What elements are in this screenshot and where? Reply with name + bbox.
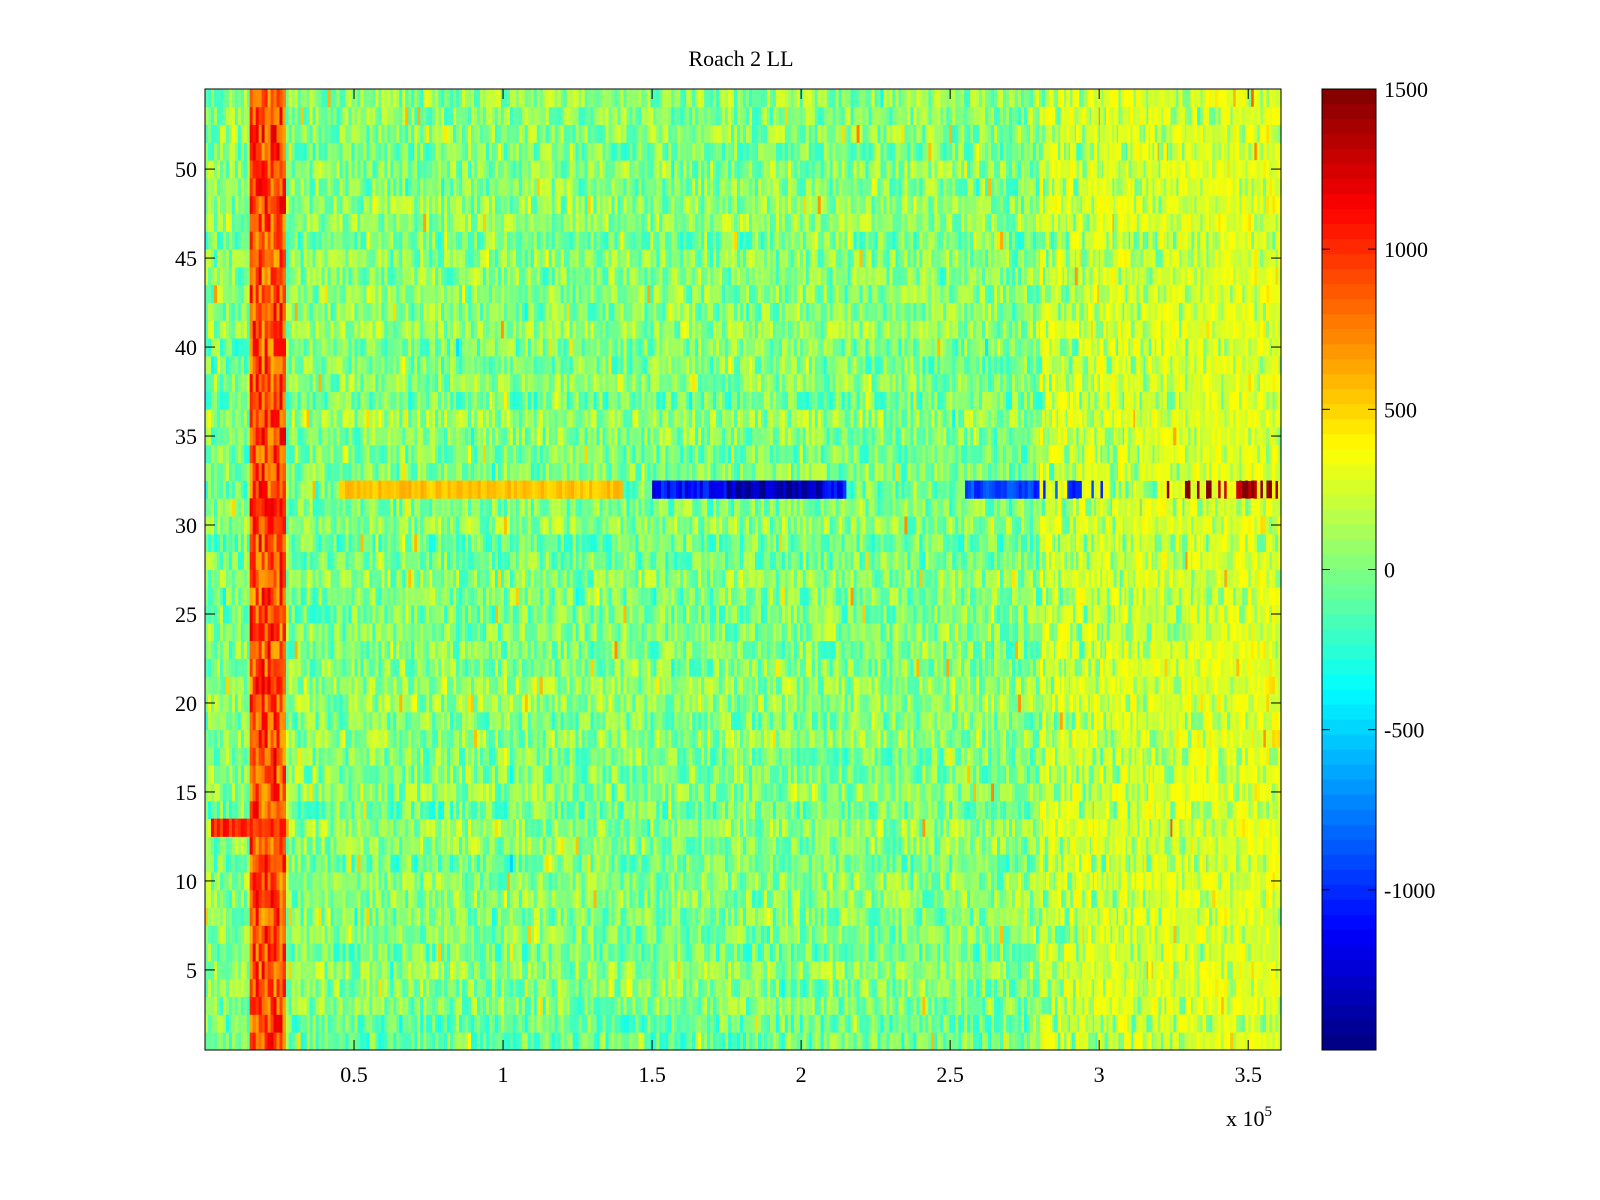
heatmap-cells — [205, 89, 1282, 1050]
chart-title: Roach 2 LL — [688, 46, 793, 71]
heatmap-figure: Roach 2 LL 0.5 1 1.5 2 2.5 3 3.5 5101520253035… — [0, 0, 1600, 1200]
